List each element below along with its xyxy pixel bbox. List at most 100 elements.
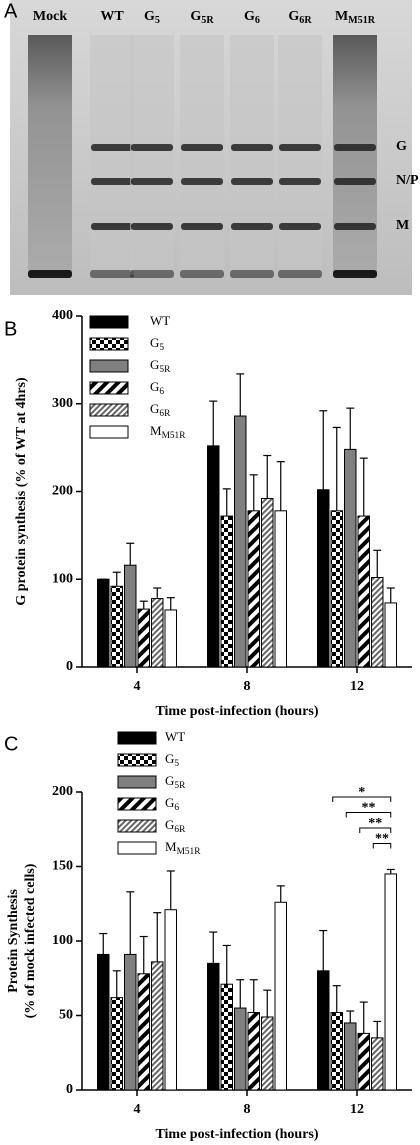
band <box>334 223 376 230</box>
error-bar <box>139 935 148 974</box>
error-bar <box>249 474 258 511</box>
band <box>180 270 224 278</box>
bar <box>234 1007 247 1091</box>
legend-label: G5 <box>150 335 164 353</box>
legend-label: G5R <box>165 773 186 791</box>
error-bar <box>222 488 231 517</box>
band <box>230 270 274 278</box>
y-tick-label: 0 <box>66 1082 73 1097</box>
error-bar <box>166 597 175 610</box>
band-label: G <box>396 139 407 154</box>
error-bar <box>236 373 245 417</box>
error-bar <box>236 979 245 1009</box>
bar <box>97 578 110 668</box>
lane-label: Mock <box>33 9 67 24</box>
band <box>91 144 133 151</box>
bar <box>344 448 357 668</box>
lane-smear <box>130 35 174 275</box>
x-tick-label: 8 <box>244 1102 251 1117</box>
lane-label: G6R <box>288 9 312 26</box>
error-bar <box>209 931 218 964</box>
significance-label: * <box>358 785 365 800</box>
error-bar <box>249 979 258 1013</box>
legend-label: WT <box>150 313 170 328</box>
bar <box>124 953 137 1091</box>
error-bar <box>276 885 285 903</box>
significance-label: ** <box>368 816 382 831</box>
legend-swatch <box>117 753 157 767</box>
panel-label: A <box>4 0 18 22</box>
error-bar <box>139 600 148 610</box>
error-bar <box>386 868 395 874</box>
lane-smear <box>333 35 377 275</box>
band <box>278 270 322 278</box>
error-bar <box>112 970 121 998</box>
band <box>90 270 134 278</box>
x-tick-label: 12 <box>350 679 364 694</box>
error-bar <box>332 985 341 1013</box>
bar <box>261 1016 274 1091</box>
lane-smear <box>278 35 322 275</box>
y-tick-label: 400 <box>52 308 73 323</box>
lane-label: MM51R <box>335 9 376 26</box>
bar <box>357 515 370 668</box>
error-bar <box>319 410 328 490</box>
bar <box>110 585 123 668</box>
y-tick-label: 300 <box>52 396 73 411</box>
bar <box>247 1012 260 1091</box>
band <box>130 270 174 278</box>
bar <box>274 510 287 668</box>
legend-label: MM51R <box>150 423 186 441</box>
bar <box>371 1037 384 1091</box>
legend-swatch <box>89 403 129 417</box>
band-label: N/P <box>396 173 419 188</box>
y-axis-label: G protein synthesis (% of WT at 4hrs) <box>14 377 29 606</box>
legend-swatch <box>89 425 129 439</box>
band <box>279 223 321 230</box>
bar <box>220 983 233 1091</box>
error-bar <box>153 912 162 962</box>
band-label: M <box>396 218 409 233</box>
bar <box>164 909 177 1091</box>
band <box>334 144 376 151</box>
band <box>334 178 376 185</box>
y-tick-label: 200 <box>52 784 73 799</box>
legend-swatch <box>117 731 157 745</box>
significance-bracket <box>345 812 392 818</box>
error-bar <box>263 454 272 499</box>
error-bar <box>99 932 108 955</box>
error-bar <box>346 407 355 450</box>
error-bar <box>386 587 395 603</box>
band <box>333 270 377 278</box>
legend-swatch <box>89 315 129 329</box>
band <box>231 223 273 230</box>
legend-label: G5R <box>150 357 171 375</box>
legend-label: G6 <box>165 795 179 813</box>
band <box>131 144 173 151</box>
bar <box>330 1012 343 1091</box>
legend-swatch <box>89 337 129 351</box>
significance-label: ** <box>362 801 376 816</box>
y-tick-label: 200 <box>52 484 73 499</box>
bar <box>164 609 177 668</box>
error-bar <box>276 461 285 511</box>
x-axis-label: Time post-infection (hours) <box>155 1127 318 1142</box>
bar <box>330 510 343 668</box>
band <box>279 178 321 185</box>
bar <box>97 953 110 1091</box>
y-tick-label: 0 <box>66 659 73 674</box>
y-tick-label: 100 <box>52 933 73 948</box>
error-bar <box>359 1001 368 1034</box>
lane-smear <box>28 35 72 275</box>
band <box>181 144 223 151</box>
y-tick-label: 150 <box>52 859 73 874</box>
band <box>181 223 223 230</box>
y-tick-label: 100 <box>52 571 73 586</box>
bar <box>151 598 164 668</box>
y-axis-label: Protein Synthesis <box>6 889 21 993</box>
bar <box>371 576 384 668</box>
significance-label: ** <box>375 832 389 847</box>
lane-smear <box>90 35 134 275</box>
error-bar <box>209 400 218 446</box>
significance-bracket <box>332 796 392 802</box>
